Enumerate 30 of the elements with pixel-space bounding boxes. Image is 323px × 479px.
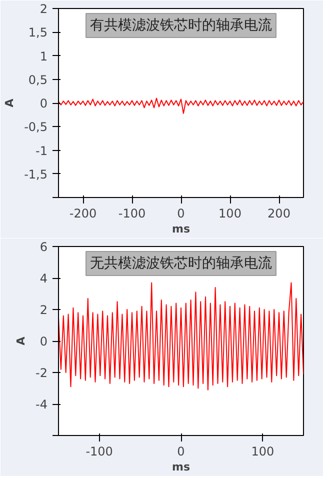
x-tick-label: 100 — [218, 206, 242, 220]
x-tick-label: 200 — [268, 206, 290, 220]
y-tick-label: 6 — [40, 240, 48, 254]
y-tick-label: -1,5 — [24, 167, 48, 182]
y-tick-label: 1 — [40, 49, 48, 64]
text: 有共模滤波铁芯时的轴承电流 — [90, 18, 272, 34]
y-tick-label: -4 — [36, 398, 48, 412]
y-axis-title: A — [3, 98, 16, 108]
x-axis-title: ms — [172, 460, 190, 474]
line-series — [58, 282, 304, 390]
line-series — [58, 98, 304, 114]
y-tick-label: 0,5 — [28, 72, 48, 87]
y-axis-title: A — [14, 336, 28, 346]
x-tick-label: 100 — [251, 444, 274, 458]
x-axis-title: ms — [172, 222, 190, 236]
x-tick-label: 0 — [177, 444, 185, 458]
x-tick-label: -100 — [86, 444, 113, 458]
x-tick-label: 0 — [177, 206, 185, 220]
x-tick-label: -200 — [69, 206, 97, 220]
y-tick-label: -0,5 — [24, 120, 48, 134]
y-tick-label: 4 — [40, 272, 48, 286]
y-tick-label: 0 — [40, 96, 48, 110]
text: 无共模滤波铁芯时的轴承电流 — [90, 256, 272, 272]
y-tick-label: 2 — [40, 303, 48, 317]
x-tick-label: -100 — [118, 206, 146, 220]
y-tick-label: 2 — [40, 2, 48, 16]
y-tick-label: -1 — [36, 144, 48, 158]
y-tick-label: 0 — [40, 334, 48, 348]
y-tick-label: -2 — [36, 366, 48, 380]
y-tick-label: 1,5 — [28, 26, 48, 40]
